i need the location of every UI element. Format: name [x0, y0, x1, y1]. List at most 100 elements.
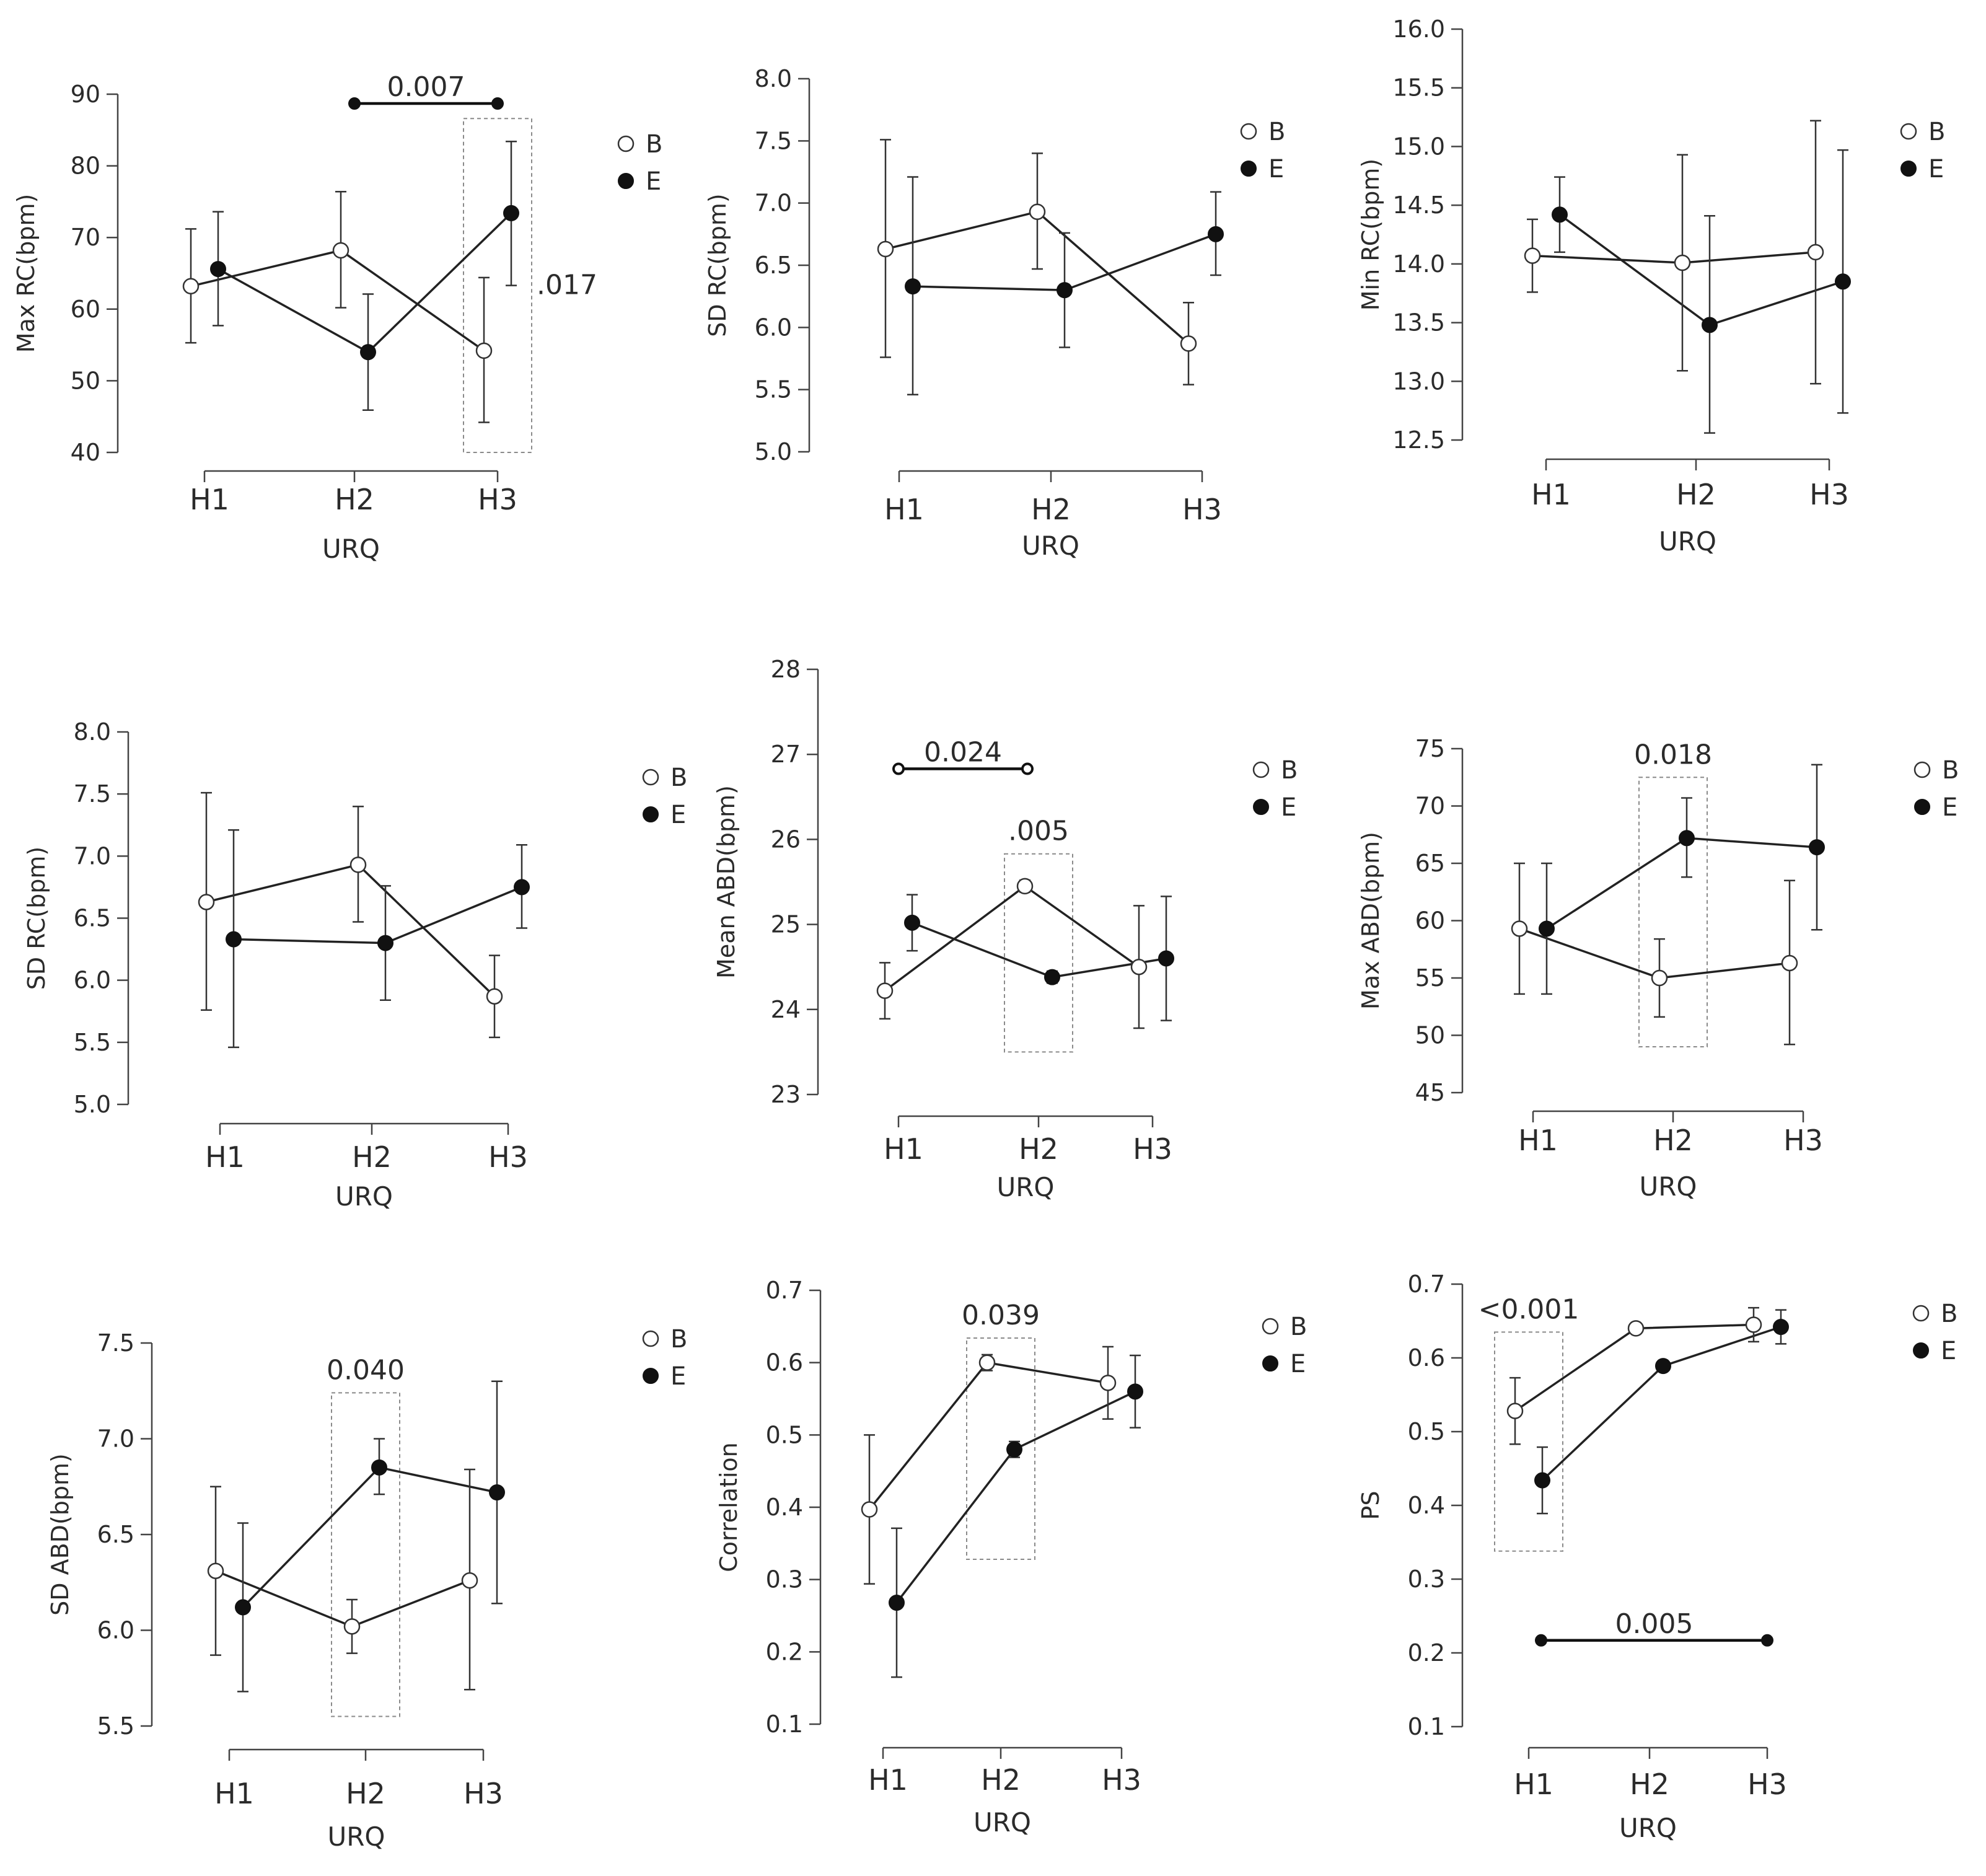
legend-label: B [1281, 756, 1298, 785]
x-tick-label: H3 [488, 1140, 528, 1174]
x-tick-label: H1 [1531, 478, 1571, 511]
x-tick-label: H2 [1031, 493, 1071, 526]
data-point-E [1702, 317, 1718, 333]
y-tick-label: 7.0 [755, 190, 792, 217]
y-tick-label: 40 [71, 439, 100, 466]
y-tick-label: 0.3 [1408, 1566, 1445, 1593]
chart-panel-9: 0.1 0.2 0.3 0.4 0.5 0.6 0.7 H1 H2 H3 URQ PS <0.001 0.… [1357, 1270, 1957, 1843]
data-point-B [1130, 958, 1148, 975]
x-tick-label: H3 [1102, 1763, 1141, 1797]
y-axis-title: SD ABD(bpm) [46, 1453, 74, 1616]
series-line-B [884, 884, 1140, 992]
y-tick-label: 7.0 [97, 1425, 134, 1453]
significance-box-label: 0.040 [327, 1354, 405, 1386]
y-tick-label: 7.5 [755, 127, 792, 154]
y-tick-label: 55 [1415, 964, 1445, 992]
x-axis-title: URQ [1659, 526, 1716, 557]
series-line-E [895, 1390, 1136, 1604]
x-tick-label: H1 [190, 483, 229, 516]
legend-marker-E [1914, 799, 1930, 815]
data-point-E [1534, 1472, 1550, 1489]
significance-box-label: 0.018 [1634, 739, 1712, 770]
y-axis-title: Mean ABD(bpm) [713, 785, 740, 979]
legend-label: E [670, 801, 686, 829]
data-point-E [371, 1459, 387, 1476]
legend-label: B [1928, 118, 1945, 146]
x-tick-label: H3 [1133, 1132, 1172, 1166]
series-line-E [217, 212, 512, 354]
y-tick-label: 50 [71, 367, 100, 394]
bracket-endpoint [1761, 1634, 1773, 1647]
legend-marker-B [1252, 761, 1270, 778]
legend-marker-B [642, 1330, 659, 1347]
data-point-E [360, 344, 376, 361]
data-point-B [1506, 1403, 1524, 1419]
legend: BE [617, 130, 662, 196]
y-tick-label: 28 [771, 656, 801, 683]
x-tick-label: H1 [1518, 1124, 1558, 1157]
legend-marker-E [643, 806, 659, 822]
y-tick-label: 45 [1415, 1079, 1445, 1106]
data-point-B [1807, 244, 1824, 261]
y-tick-label: 6.0 [97, 1617, 134, 1644]
x-tick-label: H1 [205, 1140, 245, 1174]
data-point-E [226, 931, 242, 948]
y-tick-label: 14.0 [1392, 250, 1445, 278]
y-axis-title: SD RC(bpm) [704, 193, 731, 337]
series-line-B [206, 863, 496, 997]
data-point-B [1029, 203, 1046, 220]
x-axis-title: URQ [1022, 531, 1079, 561]
data-point-B [486, 988, 503, 1005]
legend-label: E [1268, 155, 1284, 183]
data-point-B [198, 894, 215, 910]
x-tick-label: H3 [478, 483, 517, 516]
significance-box [463, 118, 532, 453]
series-line-B [215, 1570, 470, 1628]
significance-box [1004, 853, 1073, 1053]
series-line-E [1558, 213, 1843, 327]
data-point-B [461, 1572, 478, 1589]
legend-marker-B [1262, 1318, 1279, 1335]
legend: BE [1240, 118, 1285, 183]
data-point-E [210, 261, 226, 278]
significance-box [966, 1337, 1035, 1560]
legend-label: B [1942, 756, 1959, 785]
y-tick-label: 0.5 [1408, 1418, 1445, 1445]
data-point-B [475, 342, 493, 359]
data-point-B [1180, 335, 1197, 352]
x-axis-title: URQ [322, 534, 380, 564]
data-point-E [235, 1599, 251, 1616]
legend-marker-E [618, 173, 634, 189]
y-tick-label: 5.5 [97, 1712, 134, 1740]
y-tick-label: 27 [771, 741, 801, 768]
x-tick-label: H1 [884, 493, 924, 526]
x-tick-label: H3 [1783, 1124, 1823, 1157]
legend-label: B [670, 764, 687, 792]
y-tick-label: 6.5 [755, 252, 792, 279]
y-tick-label: 0.4 [766, 1494, 803, 1521]
data-point-E [1208, 226, 1224, 242]
significance-box [331, 1392, 400, 1717]
legend-label: E [1941, 1337, 1956, 1365]
data-point-B [349, 857, 367, 873]
legend-label: E [1290, 1350, 1306, 1378]
y-tick-label: 7.5 [97, 1329, 134, 1357]
x-tick-label: H3 [1747, 1768, 1787, 1801]
x-tick-label: H2 [352, 1140, 392, 1174]
x-tick-label: H3 [1809, 478, 1849, 511]
data-point-E [1552, 206, 1568, 223]
chart-panel-5: 23 24 25 26 27 28 H1 H2 H3 URQ Mean ABD(bpm) .005 0.… [713, 656, 1298, 1202]
y-tick-label: 8.0 [74, 718, 111, 746]
series-line-E [1541, 1326, 1782, 1481]
data-point-E [1539, 920, 1555, 937]
x-tick-label: H1 [884, 1132, 923, 1166]
data-point-B [182, 278, 200, 295]
legend-marker-E [1913, 1342, 1929, 1359]
x-tick-label: H2 [1630, 1768, 1669, 1801]
series-line-B [868, 1361, 1109, 1510]
x-tick-label: H1 [1514, 1768, 1553, 1801]
bracket-endpoint [892, 762, 905, 775]
y-tick-label: 50 [1415, 1022, 1445, 1049]
y-tick-label: 14.5 [1392, 192, 1445, 219]
